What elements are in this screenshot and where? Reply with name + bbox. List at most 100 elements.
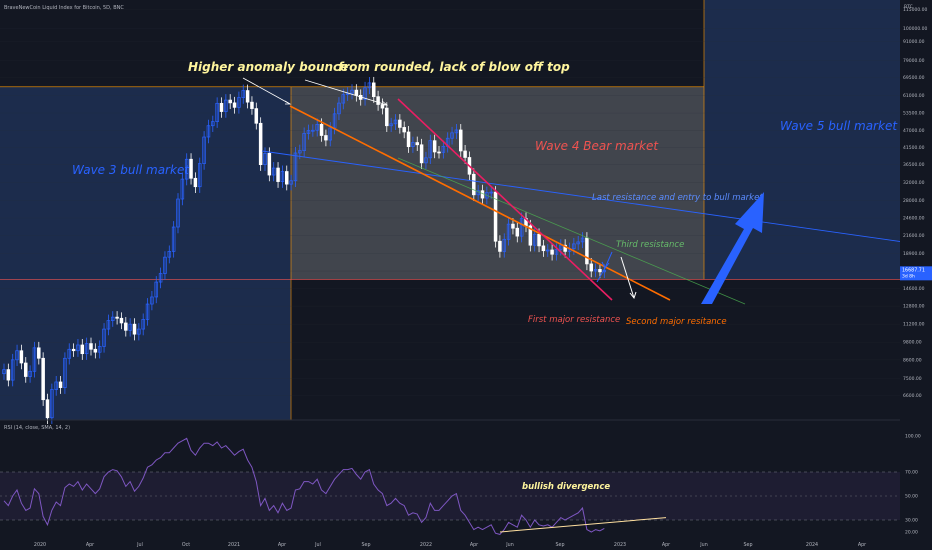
rsi-tick-label: 100.00	[905, 434, 921, 440]
annotation-bullish-divergence: bullish divergence	[522, 482, 610, 492]
candle-body	[271, 167, 276, 176]
candle-body	[128, 323, 132, 331]
time-tick-label: Apr	[86, 542, 94, 548]
candle-body	[106, 320, 111, 330]
candle-body	[437, 151, 441, 154]
annotation-third-resistance: Third resistance	[616, 240, 684, 250]
time-tick-label: Sep	[361, 542, 370, 548]
candle-body	[97, 346, 102, 353]
time-tick-label: Apr	[662, 542, 670, 548]
divergence-line	[499, 517, 667, 533]
candle-body	[24, 362, 28, 377]
candle-body	[350, 89, 354, 94]
candle-body	[415, 142, 420, 146]
candle-body	[184, 158, 189, 180]
wave4-zone	[291, 86, 704, 280]
candle-body	[132, 323, 137, 335]
candle-body	[176, 198, 180, 228]
candle-body	[32, 347, 37, 372]
candle-body	[280, 171, 285, 182]
price-tick-label: 11200.00	[903, 322, 925, 328]
candle-body	[585, 237, 589, 265]
price-tick-label: 32000.00	[903, 180, 925, 186]
time-tick-label: Apr	[470, 542, 478, 548]
annotation-last-resistance: Last resistance and entry to bull market	[592, 193, 763, 203]
candle-body	[580, 237, 585, 243]
time-tick-label: Sep	[743, 542, 752, 548]
rsi-panel	[0, 419, 932, 535]
annotation-second-major: Second major resitance	[626, 317, 727, 327]
price-tick-label: 7500.00	[903, 376, 922, 382]
rsi-title: RSI (14, close, SMA, 14, 2)	[4, 425, 70, 431]
price-tick-label: 9800.00	[903, 340, 922, 346]
candle-body	[171, 226, 176, 252]
candle-body	[589, 263, 593, 272]
countdown-label: 3d 8h	[902, 273, 915, 279]
time-tick-label: Jul	[136, 542, 143, 548]
candle-body	[45, 399, 50, 419]
candle-body	[341, 94, 346, 104]
candle-body	[363, 87, 367, 100]
candle-body	[89, 343, 93, 350]
candle-body	[119, 317, 124, 324]
wave5-arrow-icon	[701, 192, 764, 304]
candle-body	[515, 227, 520, 237]
line-last-resistance	[261, 150, 932, 247]
candle-body	[376, 96, 380, 105]
rsi-line	[3, 437, 605, 535]
candle-body	[206, 125, 211, 138]
candle-body	[37, 347, 41, 359]
candle-body	[293, 152, 298, 182]
candle-body	[145, 303, 150, 320]
candle-body	[545, 249, 550, 252]
candle-body	[163, 256, 167, 274]
price-tick-label: 36500.00	[903, 162, 925, 168]
time-tick-label: 2021	[228, 542, 240, 548]
candle-body	[289, 180, 293, 185]
candle-body	[419, 144, 424, 164]
candle-body	[28, 370, 32, 377]
time-tick-label: 2020	[34, 542, 46, 548]
candle-body	[428, 140, 433, 159]
candle-body	[559, 244, 563, 250]
candle-body	[572, 243, 576, 249]
candle-body	[298, 150, 302, 154]
annotation-wave3: Wave 3 bull market	[72, 163, 190, 177]
price-tick-label: 53500.00	[903, 111, 925, 117]
candle-body	[102, 328, 106, 347]
last-price-tag	[900, 266, 932, 281]
candle-body	[232, 102, 237, 108]
candle-body	[502, 238, 507, 252]
price-tick-label: 6600.00	[903, 393, 922, 399]
time-tick-label: Oct	[182, 542, 190, 548]
candle-body	[219, 102, 224, 112]
candle-body	[432, 140, 437, 153]
line-third-resistance	[397, 157, 746, 305]
rsi-tick-label: 50.00	[905, 494, 918, 500]
candle-body	[554, 248, 559, 255]
candle-body	[450, 132, 454, 139]
candle-body	[506, 223, 511, 240]
annotation-wave5: Wave 5 bull market	[780, 119, 898, 133]
candle-body	[115, 316, 119, 319]
price-tick-label: 47000.00	[903, 128, 925, 134]
candle-body	[319, 124, 324, 136]
candle-body	[6, 369, 11, 381]
candle-body	[250, 101, 254, 109]
candle-body	[424, 157, 428, 164]
candle-body	[137, 328, 141, 335]
candle-body	[550, 249, 554, 255]
candle-body	[493, 191, 498, 242]
time-tick-label: Jun	[699, 542, 708, 548]
candle-body	[154, 281, 159, 298]
time-tick-label: Apr	[278, 542, 286, 548]
last-price-label: 16687.71	[902, 267, 925, 273]
candle-body	[541, 245, 546, 252]
candle-body	[41, 357, 45, 401]
time-tick-label: Jun	[505, 542, 514, 548]
candle-body	[380, 104, 385, 109]
price-axis-unit: BTC	[904, 4, 913, 10]
candle-body	[372, 82, 376, 98]
